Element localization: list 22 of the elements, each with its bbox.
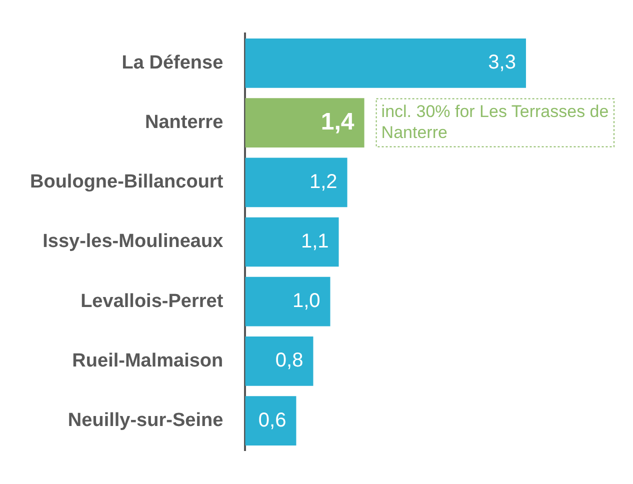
y-tick-label: Rueil-Malmaison	[72, 350, 224, 372]
bar	[245, 98, 364, 148]
bar	[245, 38, 526, 88]
y-tick-label: Levallois-Perret	[80, 290, 224, 312]
y-tick-label: La Défense	[122, 52, 224, 74]
y-tick-label: Boulogne-Billancourt	[30, 172, 224, 193]
bar	[245, 336, 314, 386]
data-label: 1,1	[300, 230, 329, 253]
data-label: 0,6	[258, 409, 286, 432]
bar	[245, 276, 330, 326]
annotation: incl. 30% for Les Terrasses de Nanterre	[381, 102, 609, 142]
data-label: 1,4	[320, 108, 355, 136]
y-tick-label: Nanterre	[145, 112, 224, 134]
data-label: 3,3	[488, 52, 516, 74]
bar	[245, 217, 339, 267]
data-label: 0,8	[275, 350, 304, 372]
y-tick-label: Issy-les-Moulineaux	[42, 231, 224, 252]
y-tick-label: Neuilly-sur-Seine	[68, 410, 224, 432]
data-label: 1,0	[292, 290, 320, 312]
bar	[245, 396, 296, 446]
bar	[245, 158, 348, 208]
data-label: 1,2	[309, 170, 338, 193]
